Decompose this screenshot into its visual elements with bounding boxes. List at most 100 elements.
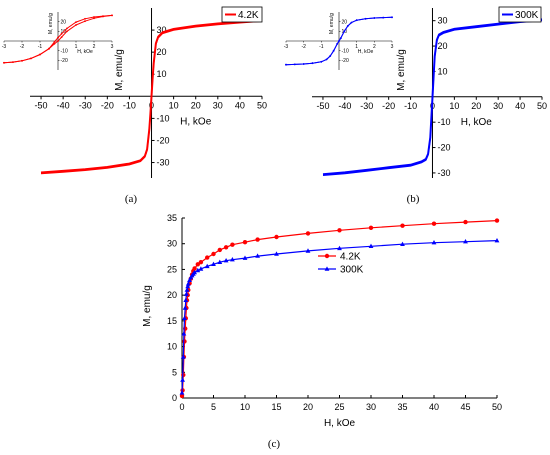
data-point-300K <box>180 354 186 359</box>
inset-x-tick-label: 2 <box>373 44 376 50</box>
x-tick-label: -50 <box>35 100 48 110</box>
inset-x-tick-label: 3 <box>391 44 394 50</box>
inset-data-point <box>57 36 59 39</box>
inset-data-point <box>60 32 63 35</box>
inset-data-point <box>66 30 68 33</box>
x-tick-label: -30 <box>360 101 373 111</box>
inset-data-point <box>102 15 104 18</box>
inset-data-point <box>338 40 340 42</box>
inset-x-tick-label: -3 <box>2 44 7 50</box>
x-tick-label: 40 <box>429 402 439 412</box>
inset-data-point <box>60 36 63 38</box>
y-tick-label: 5 <box>172 367 177 377</box>
inset-data-point <box>336 43 339 45</box>
inset-data-point <box>373 17 376 19</box>
inset-x-tick-label: -3 <box>284 44 289 50</box>
inset-data-point <box>75 21 77 23</box>
data-point-300K <box>181 331 187 336</box>
y-tick-label: 20 <box>437 41 447 51</box>
y-axis-title: M, emu/g <box>114 49 125 91</box>
y-tick-label: 30 <box>437 16 447 26</box>
inset-data-point <box>391 16 393 19</box>
y-tick-label: 0 <box>172 393 177 403</box>
inset-data-point <box>293 63 296 66</box>
legend-entry: 300K <box>340 265 364 276</box>
x-tick-label: 45 <box>460 402 470 412</box>
x-tick-label: 50 <box>537 101 547 111</box>
data-point-4.2K <box>305 231 311 236</box>
x-tick-label: 10 <box>240 402 250 412</box>
data-point-300K <box>192 269 197 275</box>
inset-y-tick-label: -10 <box>342 48 349 54</box>
x-tick-label: 50 <box>257 100 267 110</box>
data-point-4.2K <box>368 225 374 230</box>
inset-data-point <box>332 49 335 52</box>
data-point-4.2K <box>195 262 200 267</box>
data-point-300K <box>255 253 260 258</box>
data-point-4.2K <box>192 266 197 271</box>
data-point-4.2K <box>223 245 229 250</box>
legend-box <box>498 6 542 23</box>
data-point-300K <box>195 267 201 273</box>
data-point-4.2K <box>217 247 222 253</box>
series-line-return-4.2K <box>40 20 263 175</box>
x-tick-label: 30 <box>366 402 376 412</box>
inset-y-tick-label: -20 <box>342 58 349 64</box>
inset-y-tick-label: -10 <box>61 48 68 54</box>
data-point-4.2K <box>431 221 437 226</box>
inset-data-point <box>350 21 353 24</box>
data-point-300K <box>184 287 190 292</box>
y-tick-label: 30 <box>167 239 177 249</box>
y-tick-label: 30 <box>157 25 167 35</box>
x-tick-label: 10 <box>449 101 459 111</box>
x-tick-label: -10 <box>123 100 136 110</box>
inset-data-point <box>3 61 5 64</box>
panel-b-chart: -50 -40 -30 -20 -10 0 10 20 30 40 50-30-20-1010203… <box>284 6 547 205</box>
data-point-4.2K <box>230 242 235 247</box>
y-tick-label: 10 <box>167 342 177 352</box>
data-point-300K <box>463 239 468 244</box>
y-tick-label: 10 <box>437 66 447 76</box>
inset-data-point <box>320 60 323 63</box>
inset-y-axis-title: M, emu/g <box>48 13 54 34</box>
inset-data-point <box>21 59 23 62</box>
inset-y-tick-label: 20 <box>61 19 67 25</box>
inset-x-axis-title: H, kOe <box>77 49 93 55</box>
data-point-4.2K <box>255 237 260 242</box>
data-point-300K <box>211 261 216 266</box>
y-tick-label: 15 <box>167 316 177 326</box>
inset-data-point <box>302 63 305 65</box>
inset-data-point <box>53 43 56 45</box>
data-point-300K <box>223 258 229 263</box>
x-tick-label: 30 <box>213 100 223 110</box>
data-point-4.2K <box>337 228 342 233</box>
x-tick-label: -30 <box>79 100 92 110</box>
x-tick-label: 40 <box>515 101 525 111</box>
inset-y-tick-label: -20 <box>61 58 68 64</box>
inset-data-point <box>57 40 59 42</box>
x-tick-label: 25 <box>334 402 344 412</box>
x-tick-label: 50 <box>492 402 502 412</box>
y-tick-label: -20 <box>437 143 450 153</box>
inset-data-point <box>343 30 346 33</box>
data-point-4.2K <box>324 253 330 259</box>
data-point-300K <box>324 266 330 271</box>
data-point-300K <box>431 240 437 245</box>
data-point-4.2K <box>274 234 279 240</box>
data-point-300K <box>242 255 248 260</box>
inset-data-point <box>75 24 77 26</box>
inset-data-point <box>346 25 349 27</box>
inset-data-point <box>339 37 342 39</box>
inset-data-point <box>355 19 358 22</box>
inset-data-point <box>93 16 95 18</box>
data-point-4.2K <box>400 223 405 228</box>
data-point-4.2K <box>242 240 248 245</box>
inset-data-point <box>325 58 328 61</box>
panel-label: (c) <box>268 438 281 450</box>
x-tick-label: 20 <box>191 100 201 110</box>
data-point-300K <box>217 259 223 264</box>
x-tick-label: 40 <box>235 100 245 110</box>
